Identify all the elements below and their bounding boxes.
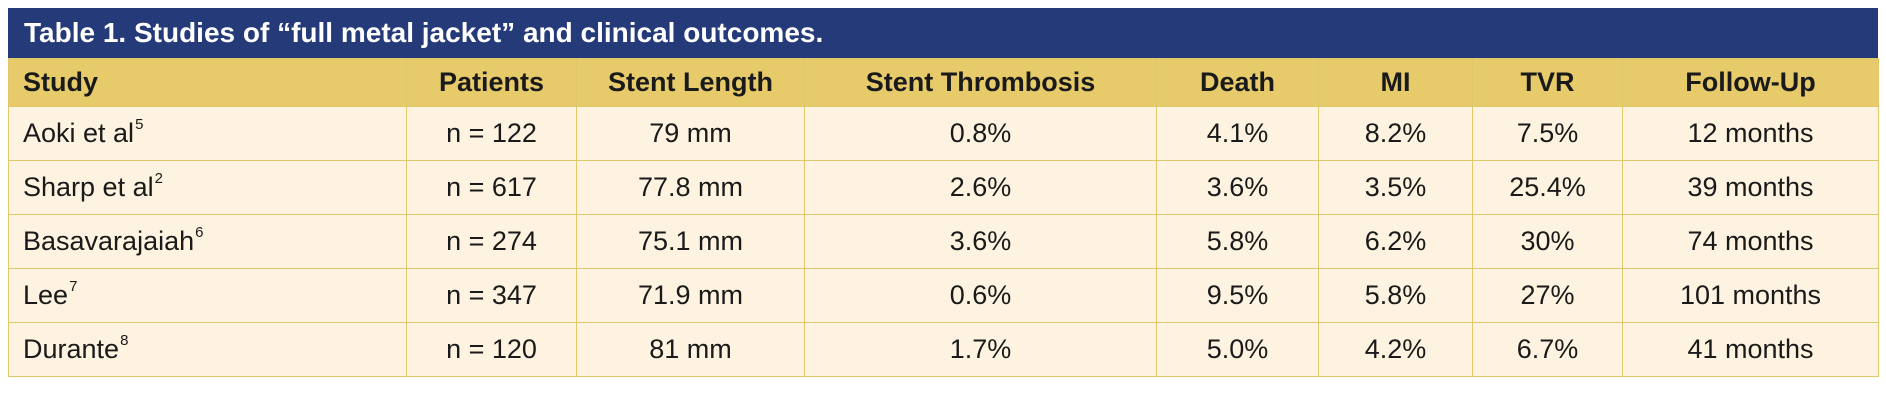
- cell-stent-thrombosis: 1.7%: [804, 322, 1157, 377]
- reference-superscript: 2: [154, 170, 163, 187]
- table-caption: Table 1. Studies of “full metal jacket” …: [8, 8, 1878, 58]
- cell-follow-up: 12 months: [1622, 106, 1879, 161]
- header-study: Study: [8, 58, 407, 107]
- cell-stent-length: 71.9 mm: [576, 268, 805, 323]
- header-row: Study Patients Stent Length Stent Thromb…: [8, 58, 1879, 107]
- cell-patients: n = 347: [406, 268, 577, 323]
- cell-tvr: 25.4%: [1472, 160, 1623, 215]
- cell-follow-up: 74 months: [1622, 214, 1879, 269]
- cell-stent-thrombosis: 0.8%: [804, 106, 1157, 161]
- table-container: Table 1. Studies of “full metal jacket” …: [8, 8, 1879, 394]
- cell-mi: 5.8%: [1318, 268, 1473, 323]
- table-header: Study Patients Stent Length Stent Thromb…: [8, 58, 1879, 107]
- cell-study: Sharp et al2: [8, 160, 407, 215]
- cell-study: Aoki et al5: [8, 106, 407, 161]
- cell-patients: n = 122: [406, 106, 577, 161]
- table-row: Sharp et al2 n = 617 77.8 mm 2.6% 3.6% 3…: [8, 160, 1879, 215]
- study-name: Lee: [23, 280, 69, 310]
- cell-stent-thrombosis: 0.6%: [804, 268, 1157, 323]
- cell-patients: n = 274: [406, 214, 577, 269]
- cell-death: 5.0%: [1156, 322, 1319, 377]
- cell-mi: 4.2%: [1318, 322, 1473, 377]
- cell-stent-length: 79 mm: [576, 106, 805, 161]
- cell-death: 3.6%: [1156, 160, 1319, 215]
- reference-superscript: 8: [120, 332, 129, 349]
- cell-study: Lee7: [8, 268, 407, 323]
- cell-mi: 8.2%: [1318, 106, 1473, 161]
- studies-table: Study Patients Stent Length Stent Thromb…: [8, 58, 1879, 377]
- table-body: Aoki et al5 n = 122 79 mm 0.8% 4.1% 8.2%…: [8, 106, 1879, 377]
- cell-tvr: 30%: [1472, 214, 1623, 269]
- study-name: Aoki et al: [23, 118, 135, 148]
- reference-superscript: 5: [135, 116, 144, 133]
- cell-tvr: 27%: [1472, 268, 1623, 323]
- cell-stent-length: 75.1 mm: [576, 214, 805, 269]
- cell-stent-length: 81 mm: [576, 322, 805, 377]
- header-death: Death: [1156, 58, 1319, 107]
- table-row: Durante8 n = 120 81 mm 1.7% 5.0% 4.2% 6.…: [8, 322, 1879, 377]
- cell-tvr: 6.7%: [1472, 322, 1623, 377]
- cell-study: Basavarajaiah6: [8, 214, 407, 269]
- reference-superscript: 6: [195, 224, 204, 241]
- study-name: Basavarajaiah: [23, 226, 195, 256]
- cell-mi: 6.2%: [1318, 214, 1473, 269]
- table-row: Aoki et al5 n = 122 79 mm 0.8% 4.1% 8.2%…: [8, 106, 1879, 161]
- cell-death: 9.5%: [1156, 268, 1319, 323]
- header-stent-thrombosis: Stent Thrombosis: [804, 58, 1157, 107]
- cell-stent-length: 77.8 mm: [576, 160, 805, 215]
- cell-tvr: 7.5%: [1472, 106, 1623, 161]
- table-row: Lee7 n = 347 71.9 mm 0.6% 9.5% 5.8% 27% …: [8, 268, 1879, 323]
- table-row: Basavarajaiah6 n = 274 75.1 mm 3.6% 5.8%…: [8, 214, 1879, 269]
- cell-follow-up: 101 months: [1622, 268, 1879, 323]
- cell-study: Durante8: [8, 322, 407, 377]
- header-follow-up: Follow-Up: [1622, 58, 1879, 107]
- header-mi: MI: [1318, 58, 1473, 107]
- reference-superscript: 7: [69, 278, 78, 295]
- cell-follow-up: 41 months: [1622, 322, 1879, 377]
- cell-patients: n = 120: [406, 322, 577, 377]
- header-stent-length: Stent Length: [576, 58, 805, 107]
- cell-death: 5.8%: [1156, 214, 1319, 269]
- study-name: Durante: [23, 334, 120, 364]
- study-name: Sharp et al: [23, 172, 154, 202]
- header-tvr: TVR: [1472, 58, 1623, 107]
- cell-mi: 3.5%: [1318, 160, 1473, 215]
- cell-stent-thrombosis: 3.6%: [804, 214, 1157, 269]
- cell-follow-up: 39 months: [1622, 160, 1879, 215]
- cell-death: 4.1%: [1156, 106, 1319, 161]
- header-patients: Patients: [406, 58, 577, 107]
- cell-stent-thrombosis: 2.6%: [804, 160, 1157, 215]
- cell-patients: n = 617: [406, 160, 577, 215]
